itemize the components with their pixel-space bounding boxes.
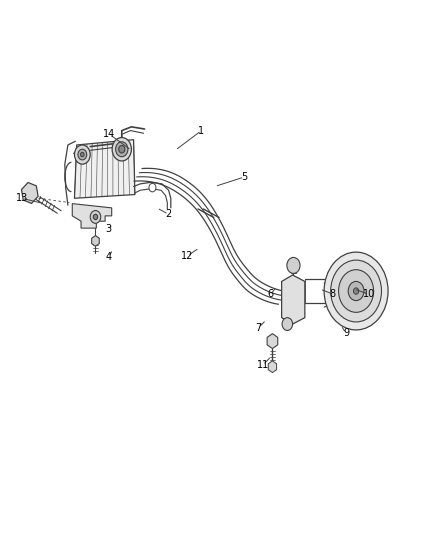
Text: 12: 12: [181, 251, 194, 261]
Circle shape: [112, 138, 131, 161]
Circle shape: [93, 214, 98, 220]
Text: 13: 13: [16, 193, 28, 203]
Circle shape: [339, 270, 374, 312]
Circle shape: [119, 146, 125, 153]
Circle shape: [78, 149, 87, 160]
Circle shape: [282, 318, 293, 330]
Text: 10: 10: [363, 289, 375, 299]
Circle shape: [74, 145, 90, 164]
Polygon shape: [282, 275, 305, 324]
Text: 1: 1: [198, 126, 205, 135]
Text: 8: 8: [330, 289, 336, 299]
Text: 5: 5: [241, 172, 247, 182]
Text: 11: 11: [257, 360, 269, 370]
Text: 4: 4: [106, 252, 112, 262]
Text: 14: 14: [103, 130, 116, 139]
Circle shape: [149, 183, 156, 192]
Text: 2: 2: [166, 209, 172, 219]
Circle shape: [116, 142, 128, 157]
Text: 9: 9: [343, 328, 349, 338]
Circle shape: [324, 252, 388, 330]
Circle shape: [353, 288, 359, 294]
Text: 3: 3: [106, 224, 112, 234]
Text: 6: 6: [268, 289, 274, 299]
Circle shape: [331, 260, 381, 322]
Polygon shape: [74, 140, 135, 198]
Circle shape: [348, 281, 364, 301]
Circle shape: [90, 211, 101, 223]
Circle shape: [287, 257, 300, 273]
Circle shape: [81, 152, 84, 157]
Text: 7: 7: [255, 323, 261, 333]
Polygon shape: [72, 204, 112, 228]
